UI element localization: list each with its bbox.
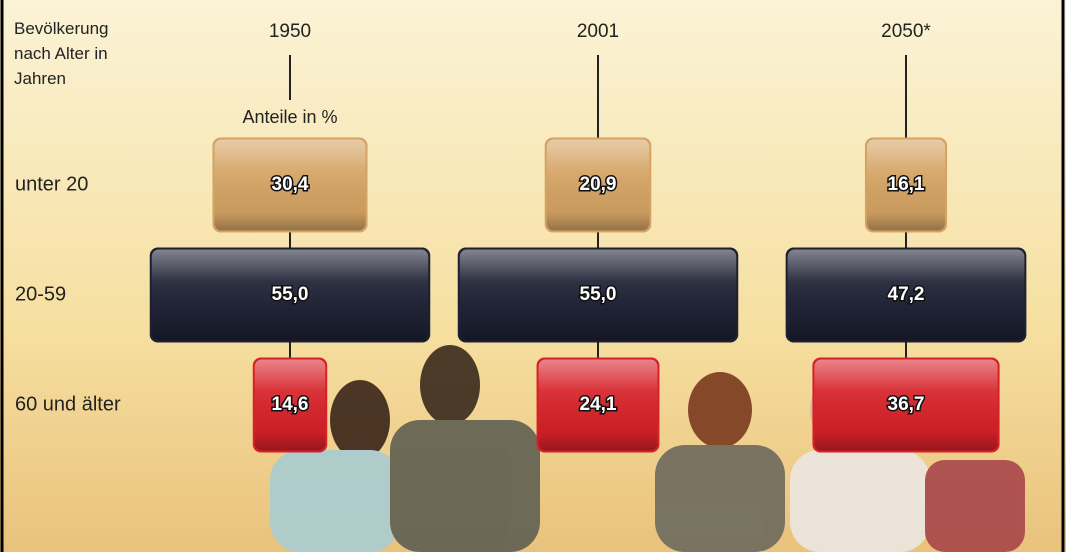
chart: Bevölkerung nach Alter in Jahren Anteile…	[0, 0, 1066, 552]
column-label: 2001	[577, 21, 619, 42]
row-label: unter 20	[15, 173, 88, 195]
value-label: 24,1	[580, 394, 617, 415]
chart-title: Bevölkerung nach Alter in Jahren	[14, 16, 144, 91]
column-label: 2050*	[881, 21, 931, 42]
row-label: 60 und älter	[15, 393, 121, 415]
row-label: 20-59	[15, 283, 66, 305]
value-label: 55,0	[580, 284, 617, 305]
value-label: 47,2	[888, 284, 925, 305]
column-label: 1950	[269, 21, 311, 42]
value-label: 20,9	[580, 174, 617, 195]
value-label: 36,7	[888, 394, 925, 415]
value-label: 16,1	[888, 174, 925, 195]
page: Bevölkerung nach Alter in Jahren Anteile…	[0, 0, 1066, 557]
value-label: 55,0	[272, 284, 309, 305]
annotation: Anteile in %	[242, 107, 337, 127]
title-box: Bevölkerung nach Alter in Jahren	[14, 16, 154, 106]
value-label: 14,6	[272, 394, 309, 415]
value-label: 30,4	[272, 174, 309, 195]
